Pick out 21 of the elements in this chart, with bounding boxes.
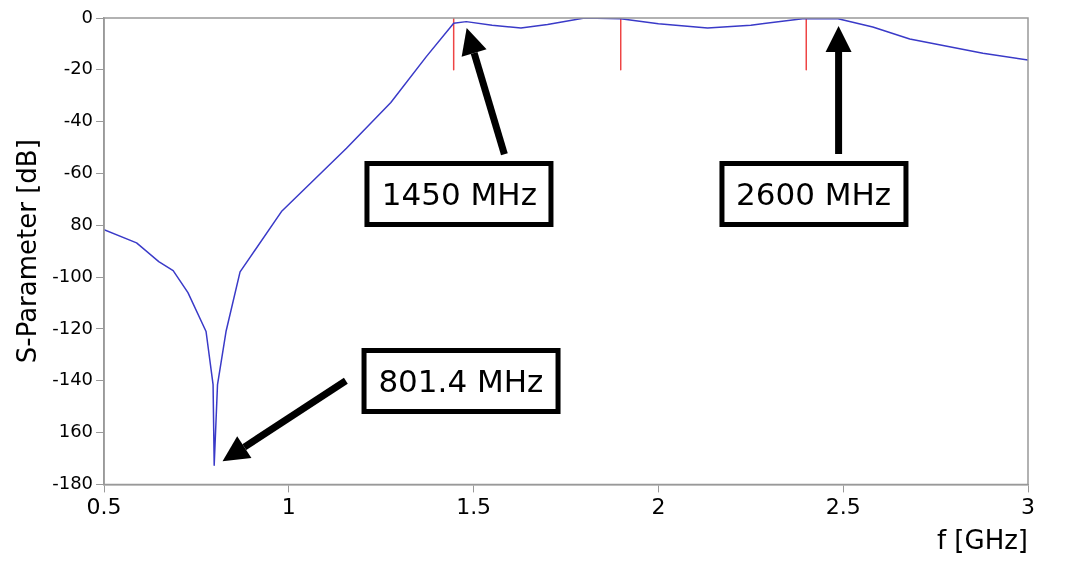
x-tick-label: 1 bbox=[281, 494, 296, 520]
x-tick-label: 3 bbox=[1021, 494, 1035, 520]
y-tick-label: -40 bbox=[63, 109, 94, 131]
y-tick-label: -120 bbox=[52, 316, 94, 338]
x-axis-title: f [GHz] bbox=[936, 525, 1028, 556]
x-tick-label: 2 bbox=[651, 494, 666, 520]
x-tick-label: 2.5 bbox=[825, 494, 861, 520]
x-tick-label: 0.5 bbox=[86, 494, 122, 520]
annotation: 801.4 MHz bbox=[361, 347, 561, 414]
y-tick-label: 0 bbox=[81, 5, 94, 27]
annotation: 2600 MHz bbox=[719, 161, 909, 227]
y-tick-label: 80 bbox=[70, 212, 94, 234]
y-axis-title: S-Parameter [dB] bbox=[12, 139, 43, 364]
y-tick-label: -100 bbox=[52, 264, 94, 286]
annotation: 1450 MHz bbox=[364, 161, 554, 228]
y-tick-label: -180 bbox=[52, 472, 94, 494]
x-tick-label: 1.5 bbox=[456, 494, 492, 520]
y-tick-label: -60 bbox=[63, 161, 94, 183]
y-tick-label: 160 bbox=[58, 420, 94, 442]
y-tick-label: -20 bbox=[63, 57, 94, 79]
y-tick-label: -140 bbox=[52, 368, 94, 390]
